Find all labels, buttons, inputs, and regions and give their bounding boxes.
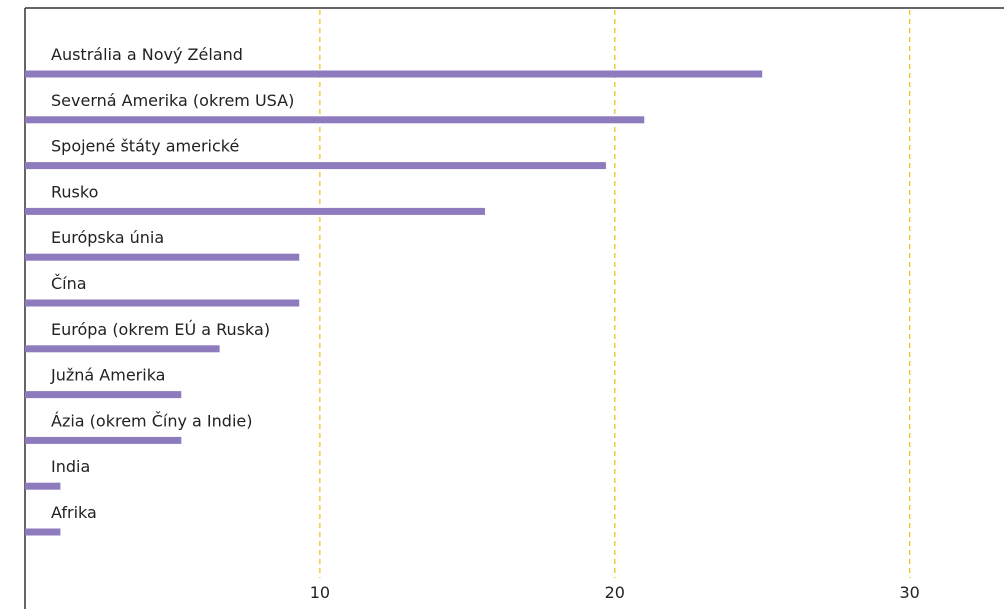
bar-9 bbox=[25, 482, 61, 490]
category-labels: Austrália a Nový Zéland Severná Amerika (… bbox=[50, 45, 294, 522]
category-label-2: Spojené štáty americké bbox=[51, 137, 239, 156]
x-tick-label-20: 20 bbox=[605, 583, 625, 602]
bar-7 bbox=[25, 391, 182, 399]
grid-lines bbox=[319, 10, 911, 578]
bar-0 bbox=[25, 70, 763, 78]
category-label-8: Ázia (okrem Číny a Indie) bbox=[51, 411, 252, 430]
bar-3 bbox=[25, 207, 486, 215]
x-tick-label-10: 10 bbox=[310, 583, 330, 602]
bar-6 bbox=[25, 345, 220, 353]
bar-4 bbox=[25, 253, 300, 261]
category-label-9: India bbox=[51, 457, 90, 476]
category-label-4: Európska únia bbox=[51, 228, 164, 247]
bars bbox=[25, 70, 763, 536]
category-label-0: Austrália a Nový Zéland bbox=[51, 45, 243, 64]
bar-2 bbox=[25, 162, 606, 170]
bar-10 bbox=[25, 528, 61, 536]
bar-1 bbox=[25, 116, 645, 124]
category-label-1: Severná Amerika (okrem USA) bbox=[51, 91, 294, 110]
bar-8 bbox=[25, 436, 182, 444]
category-label-3: Rusko bbox=[51, 182, 98, 201]
category-label-7: Južná Amerika bbox=[50, 366, 165, 385]
x-tick-label-30: 30 bbox=[899, 583, 919, 602]
category-label-10: Afrika bbox=[51, 503, 97, 522]
category-label-6: Európa (okrem EÚ a Ruska) bbox=[51, 320, 270, 339]
category-label-5: Čína bbox=[51, 274, 87, 293]
axes bbox=[24, 7, 1004, 609]
x-tick-labels: 10 20 30 bbox=[310, 583, 920, 602]
bar-5 bbox=[25, 299, 300, 307]
